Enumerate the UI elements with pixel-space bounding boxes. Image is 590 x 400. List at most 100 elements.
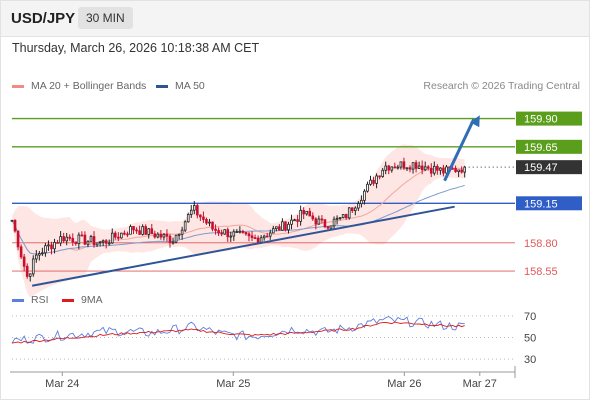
rsi-tick-label: 70 <box>524 311 536 323</box>
candle-body <box>232 231 236 237</box>
x-tick-label: Mar 25 <box>216 378 250 390</box>
candle-body <box>302 209 305 215</box>
candle-body <box>238 230 242 233</box>
ma50-swatch <box>156 84 168 88</box>
candle-body <box>457 169 460 172</box>
level-tag-resistance <box>516 139 582 154</box>
candle-body <box>293 219 296 222</box>
rsi-tick-label: 50 <box>524 333 536 345</box>
candle-body <box>147 228 151 235</box>
rsi-ma9-line <box>11 321 465 344</box>
candle-body <box>192 205 196 211</box>
candle-body <box>250 235 254 239</box>
candle-body <box>217 230 220 234</box>
candle-body <box>329 225 333 229</box>
candle-body <box>372 179 375 184</box>
candle-body <box>411 162 415 170</box>
candle-body <box>408 167 412 170</box>
candle-body <box>399 161 403 168</box>
candle-body <box>235 231 239 233</box>
candle-body <box>113 232 117 238</box>
candle-body <box>220 232 223 235</box>
level-label-support: 158.80 <box>524 238 558 250</box>
candle-body <box>86 240 90 245</box>
candle-body <box>144 226 147 235</box>
timestamp: Thursday, March 26, 2026 10:18:38 AM CET <box>12 41 260 55</box>
candle-body <box>347 207 351 219</box>
candle-body <box>417 165 421 169</box>
candle-body <box>317 218 321 225</box>
candle-body <box>265 235 269 238</box>
candle-body <box>241 230 245 233</box>
candle-body <box>13 219 17 232</box>
candle-body <box>208 221 211 224</box>
credit-text: Research © 2026 Trading Central <box>423 80 580 92</box>
candle-body <box>120 232 123 239</box>
candle-body <box>375 175 378 184</box>
legend-rsi-label: RSI <box>31 294 49 306</box>
candle-body <box>16 230 20 248</box>
candle-body <box>183 221 187 231</box>
candle-body <box>80 234 84 237</box>
candle-body <box>159 233 163 238</box>
candle-body <box>156 233 160 238</box>
candle-body <box>290 219 293 225</box>
candle-body <box>387 165 391 171</box>
candle-body <box>405 167 409 170</box>
candle-body <box>22 256 26 267</box>
candle-body <box>117 236 120 239</box>
candle-body <box>53 242 56 250</box>
candle-body <box>439 167 442 171</box>
candle-body <box>138 230 141 235</box>
candle-body <box>350 207 354 212</box>
level-tag-pivot <box>516 196 582 211</box>
timeframe-button[interactable]: 30 MIN <box>78 7 133 29</box>
candle-body <box>107 242 111 245</box>
candle-body <box>41 252 44 255</box>
candle-body <box>177 233 181 236</box>
candle-body <box>186 214 190 223</box>
x-tick-label: Mar 26 <box>387 378 421 390</box>
legend-ma50: MA 50 <box>156 80 205 92</box>
candle-body <box>10 219 14 222</box>
candle-body <box>71 237 75 243</box>
candle-body <box>341 214 345 219</box>
candle-body <box>77 234 81 245</box>
candle-body <box>287 223 290 231</box>
level-label-resistance: 159.65 <box>524 142 558 154</box>
candle-body <box>196 205 199 216</box>
candle-body <box>357 203 360 209</box>
candle-body <box>420 165 424 171</box>
candle-body <box>278 226 281 231</box>
candle-body <box>414 162 418 169</box>
candle-body <box>92 236 96 246</box>
x-tick-label: Mar 27 <box>463 378 497 390</box>
candle-body <box>338 217 342 220</box>
candle-body <box>205 219 208 224</box>
candle-body <box>326 226 330 229</box>
legend-9ma: 9MA <box>62 294 103 306</box>
rsi-tick-label: 30 <box>524 354 536 366</box>
legend-rsi: RSI <box>12 294 49 306</box>
candle-body <box>299 209 302 222</box>
candle-body <box>50 244 53 250</box>
candle-body <box>381 169 384 177</box>
support-trendline <box>31 205 455 287</box>
candle-body <box>433 165 436 174</box>
candle-body <box>344 214 348 219</box>
candle-body <box>214 228 217 231</box>
candle-body <box>378 175 381 178</box>
forecast-arrow-head <box>470 115 480 128</box>
candle-body <box>180 229 184 235</box>
candle-body <box>335 217 339 220</box>
candle-body <box>384 165 388 171</box>
candle-body <box>429 167 433 174</box>
candle-body <box>38 253 41 256</box>
candle-body <box>366 183 369 192</box>
rsi-line <box>11 315 465 344</box>
candle-body <box>59 236 62 244</box>
symbol-title: USD/JPY <box>11 10 76 27</box>
candle-body <box>354 207 357 212</box>
candle-body <box>171 241 175 244</box>
candle-body <box>271 228 275 234</box>
